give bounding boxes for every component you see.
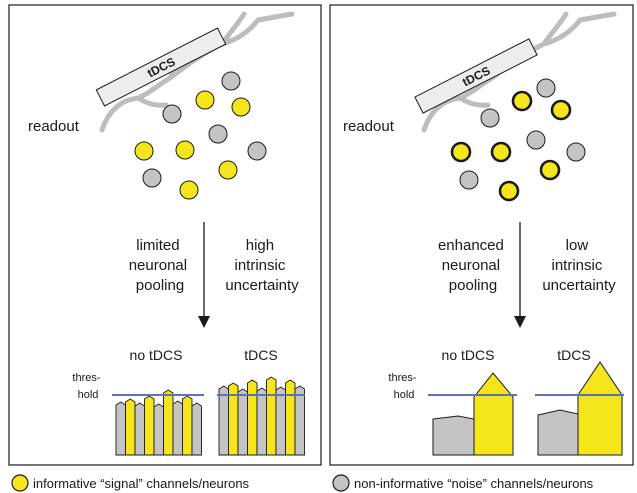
noise-neuron (526, 130, 546, 150)
left-arrow-left-text: limited neuronal pooling (129, 237, 192, 294)
noise-channel-bar (294, 385, 305, 456)
right-readout-label: readout (343, 118, 395, 135)
legend: informative “signal” channels/neurons no… (11, 474, 594, 492)
right-arrow-right-text: low intrinsic uncertainty (542, 237, 616, 294)
left-panel: tDCS readout limited neuronal pooling hi… (28, 11, 305, 456)
noise-channel-bar (191, 402, 202, 456)
legend-signal-swatch (11, 474, 29, 492)
signal-neuron (231, 97, 251, 117)
left-chart-label-no-tdcs: no tDCS (130, 347, 183, 363)
signal-channel-bar (266, 376, 277, 456)
left-arrow-right-text: high intrinsic uncertainty (225, 237, 299, 294)
signal-neuron (511, 90, 533, 112)
left-neuron-cluster (134, 71, 267, 200)
signal-neuron (134, 141, 154, 161)
right-dendrite (421, 11, 617, 133)
signal-channel-bar (125, 398, 136, 456)
noise-channel-bar (153, 403, 164, 456)
right-arrow-left-text: enhanced neuronal pooling (438, 237, 508, 294)
legend-noise-swatch (332, 474, 350, 492)
right-threshold-label: thres- hold (388, 372, 419, 401)
signal-channel-bar (182, 395, 193, 456)
legend-noise-text: non-informative “noise” channels/neurons (354, 476, 594, 491)
right-arrow-head (514, 316, 526, 328)
signal-neuron (218, 160, 238, 180)
signal-neuron (195, 90, 215, 110)
right-panel-frame (329, 4, 634, 466)
noise-channel-bar (256, 387, 267, 456)
noise-channel-bar (237, 388, 248, 456)
noise-neuron (536, 78, 556, 98)
right-chart-label-no-tdcs: no tDCS (442, 347, 495, 363)
left-readout-label: readout (28, 118, 80, 135)
noise-channel-bar (172, 400, 183, 456)
noise-neuron (566, 142, 586, 162)
signal-channel-bar (228, 382, 239, 456)
noise-neuron (208, 124, 228, 144)
right-signal-pool-tdcs (577, 361, 623, 456)
left-bars-no-tdcs (115, 389, 202, 456)
signal-channel-bar (285, 379, 296, 456)
signal-channel-bar (163, 389, 174, 456)
noise-neuron (459, 170, 479, 190)
noise-neuron (247, 141, 267, 161)
noise-channel-bar (218, 385, 229, 456)
legend-signal-text: informative “signal” channels/neurons (33, 476, 250, 491)
signal-neuron (490, 141, 512, 163)
noise-channel-bar (115, 401, 126, 456)
noise-neuron (221, 71, 241, 91)
right-noise-pool-tdcs (537, 409, 579, 456)
signal-neuron (450, 141, 472, 163)
noise-channel-bar (275, 386, 286, 456)
left-bars-tdcs (218, 376, 305, 456)
left-threshold-label: thres- hold (72, 372, 103, 401)
signal-channel-bar (144, 395, 155, 456)
signal-channel-bar (247, 379, 258, 456)
right-signal-pool-no-tdcs (473, 372, 514, 456)
noise-neuron (142, 168, 162, 188)
right-noise-pool-no-tdcs (432, 415, 475, 456)
signal-neuron (550, 99, 572, 121)
right-panel: tDCS readout enhanced neuronal pooling l… (343, 11, 624, 456)
left-chart-label-tdcs: tDCS (244, 347, 277, 363)
signal-neuron (175, 140, 195, 160)
noise-neuron (162, 104, 182, 124)
signal-neuron (179, 180, 199, 200)
signal-neuron (539, 159, 561, 181)
signal-neuron (498, 180, 520, 202)
left-arrow-head (198, 316, 210, 328)
right-neuron-cluster (450, 78, 586, 202)
noise-channel-bar (134, 402, 145, 456)
noise-neuron (480, 108, 500, 128)
right-chart-label-tdcs: tDCS (557, 347, 590, 363)
left-electrode: tDCS (95, 27, 227, 107)
left-panel-frame (8, 4, 322, 466)
